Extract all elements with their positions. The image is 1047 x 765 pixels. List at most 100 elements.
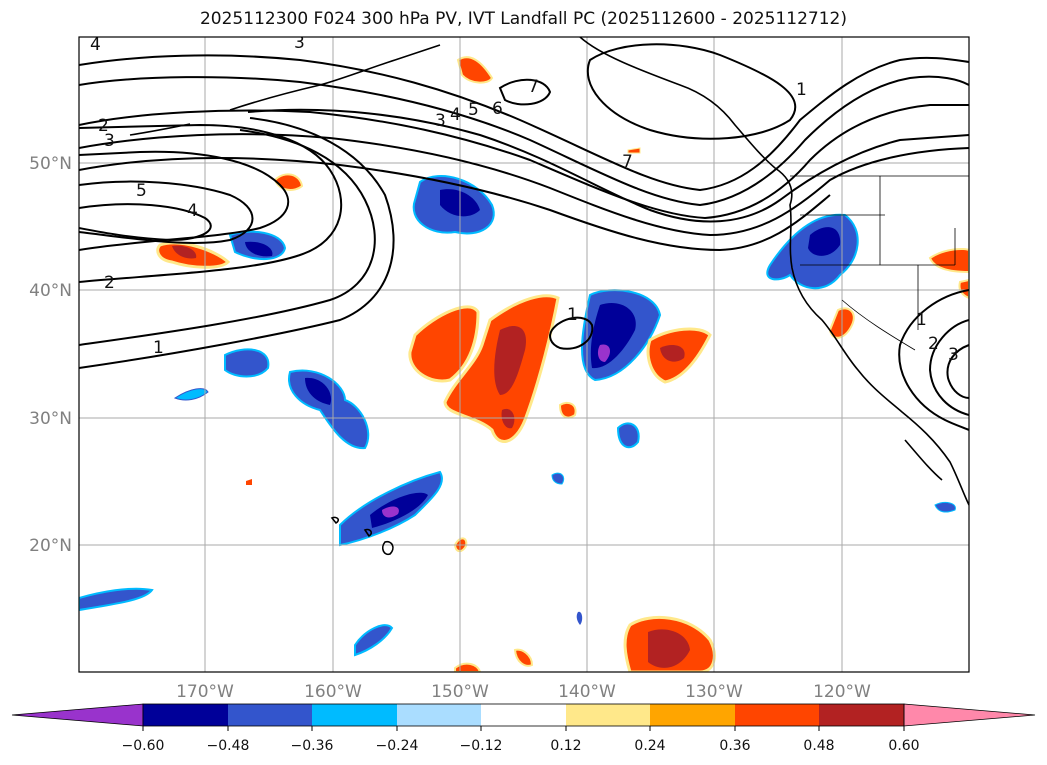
anomaly-blob <box>627 147 641 154</box>
hawaii-island <box>382 540 394 556</box>
lon-label: 120°W <box>813 682 871 702</box>
coastlines <box>129 37 969 556</box>
anomaly-blob <box>354 624 394 657</box>
anomaly-blob <box>576 611 583 625</box>
pv-contours <box>79 43 969 431</box>
longitude-labels: 170°W 160°W 150°W 140°W 130°W 120°W <box>176 682 871 702</box>
map-title: 2025112300 F024 300 hPa PV, IVT Landfall… <box>199 9 847 29</box>
pv-contour <box>946 344 969 399</box>
colorbar-frame <box>142 703 905 727</box>
anomaly-blob <box>172 245 197 259</box>
anomaly-blob <box>456 56 494 84</box>
pv-contour <box>247 108 969 223</box>
colorbar-segment <box>143 704 228 726</box>
colorbar-tick-label: −0.60 <box>122 738 165 754</box>
contour-label: 2 <box>98 116 109 136</box>
colorbar-segment <box>566 704 650 726</box>
anomaly-blob <box>173 388 209 401</box>
pv-contour <box>79 54 969 192</box>
positive-anomaly-regions <box>156 56 969 672</box>
anomaly-blob <box>808 227 841 256</box>
pv-contour <box>79 129 376 346</box>
colorbar-tick-label: −0.12 <box>460 738 503 754</box>
colorbar-segment <box>481 704 566 726</box>
anomaly-blob <box>305 377 332 405</box>
colorbar-tick-label: 0.60 <box>888 738 919 754</box>
colorbar-tick-label: 0.12 <box>550 738 581 754</box>
colorbar-tick-label: −0.36 <box>291 738 334 754</box>
anomaly-blob <box>558 401 577 419</box>
contour-label: 2 <box>928 334 939 354</box>
anomaly-blob <box>616 422 640 449</box>
contour-label: 1 <box>796 80 807 100</box>
anomaly-blob <box>660 345 685 362</box>
lon-label: 130°W <box>685 682 743 702</box>
contour-label: 7 <box>622 152 633 172</box>
contour-label: 2 <box>104 273 115 293</box>
border-state <box>841 299 916 351</box>
latitude-labels: 50°N 40°N 30°N 20°N <box>29 154 72 556</box>
pv-contour <box>79 75 969 207</box>
contour-label: 3 <box>104 131 115 151</box>
hawaii-island <box>330 516 340 525</box>
colorbar-tick-label: 0.36 <box>719 738 750 754</box>
colorbar-segment <box>735 704 819 726</box>
colorbar-segment <box>228 704 312 726</box>
anomaly-blob <box>224 348 270 378</box>
lon-label: 160°W <box>304 682 362 702</box>
contour-label: 5 <box>468 100 479 120</box>
pv-contour <box>79 150 290 251</box>
contour-label: 6 <box>492 99 503 119</box>
contour-label: 1 <box>153 338 164 358</box>
negative-anomaly-regions <box>79 175 956 657</box>
pv-contour <box>79 203 212 242</box>
pv-contour <box>928 319 969 416</box>
lat-label: 50°N <box>29 154 72 174</box>
contour-label: 4 <box>90 35 101 55</box>
colorbar-tick-label: 0.48 <box>803 738 834 754</box>
colorbar-segment <box>819 704 904 726</box>
anomaly-blob <box>928 248 969 274</box>
anomaly-blob <box>513 648 534 667</box>
anomaly-blob <box>597 344 611 362</box>
coastline-alaska-peninsula <box>229 44 441 111</box>
contour-label: 3 <box>948 345 959 365</box>
borders <box>790 175 969 351</box>
anomaly-blob <box>408 305 480 383</box>
contour-label: 7 <box>528 77 539 97</box>
pv-contour <box>79 123 343 283</box>
contour-label: 1 <box>567 305 578 325</box>
colorbar-segment <box>650 704 735 726</box>
pv-contour <box>586 43 797 140</box>
anomaly-blob <box>246 479 252 485</box>
anomaly-blob <box>245 241 273 257</box>
contour-labels: 4 3 2 3 5 4 2 1 3 4 5 6 7 7 1 1 2 3 1 <box>90 35 959 365</box>
anomaly-blob <box>501 408 515 429</box>
pv-contour <box>549 316 594 350</box>
colorbar-extend-high <box>903 703 1036 727</box>
anomaly-blob <box>454 662 482 672</box>
colorbar: −0.60 −0.48 −0.36 −0.24 −0.12 0.12 0.24 … <box>11 703 1036 754</box>
anomaly-blob <box>958 278 969 300</box>
pv-contour <box>898 289 969 431</box>
colorbar-segment <box>312 704 397 726</box>
colorbar-extend-low <box>11 703 144 727</box>
contour-label: 3 <box>435 111 446 131</box>
lat-label: 40°N <box>29 281 72 301</box>
lon-label: 140°W <box>558 682 616 702</box>
anomaly-blob <box>370 492 428 528</box>
anomaly-blob <box>79 587 154 612</box>
lat-label: 30°N <box>29 409 72 429</box>
gridlines <box>79 37 969 672</box>
anomaly-blob <box>648 629 690 668</box>
pv-contour <box>498 78 552 106</box>
contour-label: 4 <box>187 201 198 221</box>
lon-label: 150°W <box>431 682 489 702</box>
coastline-north-america <box>579 37 969 506</box>
colorbar-tick-label: −0.24 <box>376 738 419 754</box>
colorbar-tick-label: 0.24 <box>634 738 665 754</box>
contour-label: 5 <box>136 181 147 201</box>
colorbar-tick-label: −0.48 <box>207 738 250 754</box>
lat-label: 20°N <box>29 536 72 556</box>
